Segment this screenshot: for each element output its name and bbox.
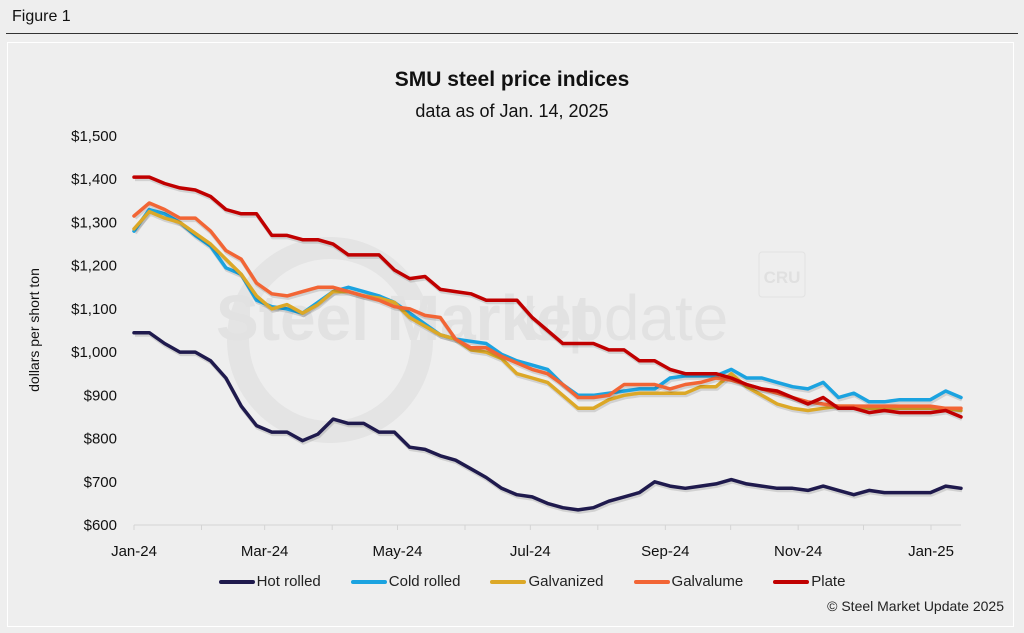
legend-item-hot-rolled: Hot rolled — [218, 573, 321, 590]
y-tick-label: $1,400 — [71, 171, 117, 188]
chart-frame — [7, 42, 1014, 627]
y-tick-label: $1,300 — [71, 214, 117, 231]
legend-label: Hot rolled — [256, 573, 321, 590]
copyright: © Steel Market Update 2025 — [827, 598, 1004, 614]
legend-item-cold-rolled: Cold rolled — [350, 573, 461, 590]
x-axis: Jan-24 Mar-24 May-24 Jul-24 Sep-24 Nov-24 Jan-… — [111, 524, 961, 560]
x-tick-label: Nov-24 — [774, 543, 822, 560]
series-line-galvanized — [132, 209, 963, 413]
series-lines — [132, 175, 963, 514]
legend-swatch-icon — [350, 579, 387, 584]
watermark-swoosh-icon — [227, 237, 433, 443]
legend-label: Plate — [811, 573, 846, 590]
y-tick-label: $700 — [84, 474, 117, 491]
legend-label: Galvanized — [528, 573, 604, 590]
y-axis: $600 $700 $800 $900 $1,000 $1,100 $1,200 $1,300… — [71, 128, 117, 534]
cru-logo-icon: CRU — [764, 268, 801, 287]
chart-title: SMU steel price indices — [394, 68, 630, 91]
figure-label: Figure 1 — [12, 8, 71, 25]
legend-item-galvanized: Galvanized — [490, 573, 604, 590]
y-tick-label: $800 — [84, 431, 117, 448]
x-tick-label: Jan-24 — [111, 543, 157, 560]
legend-label: Cold rolled — [388, 573, 461, 590]
figure-divider — [6, 33, 1018, 34]
legend-item-plate: Plate — [773, 573, 845, 590]
legend-item-galvalume: Galvalume — [633, 573, 744, 590]
x-tick-label: Jan-25 — [908, 543, 954, 560]
x-tick-label: Jul-24 — [510, 543, 551, 560]
y-tick-label: $1,500 — [71, 128, 117, 145]
x-tick-label: May-24 — [372, 543, 422, 560]
watermark: Steel Market Update CRU — [216, 237, 806, 443]
legend-label: Galvalume — [671, 573, 744, 590]
x-tick-label: Sep-24 — [641, 543, 689, 560]
y-tick-label: $600 — [84, 517, 117, 534]
legend-swatch-icon — [633, 579, 670, 584]
x-tick-label: Mar-24 — [241, 543, 289, 560]
legend-swatch-icon — [218, 579, 255, 584]
chart-subtitle: data as of Jan. 14, 2025 — [415, 101, 609, 121]
legend-swatch-icon — [490, 579, 527, 584]
y-tick-label: $1,200 — [71, 258, 117, 275]
y-tick-label: $900 — [84, 387, 117, 404]
legend-swatch-icon — [773, 579, 810, 584]
series-line-galvalume — [132, 201, 963, 411]
cru-logo-box — [758, 251, 806, 298]
legend: Hot rolled Cold rolled Galvanized Galvalume… — [0, 573, 1024, 590]
series-shadow-hot-rolled — [135, 332, 963, 514]
watermark-brand-light: Update — [522, 282, 728, 354]
y-tick-label: $1,000 — [71, 344, 117, 361]
y-tick-label: $1,100 — [71, 301, 117, 318]
series-line-plate — [132, 175, 963, 419]
series-line-hot-rolled — [132, 330, 963, 512]
